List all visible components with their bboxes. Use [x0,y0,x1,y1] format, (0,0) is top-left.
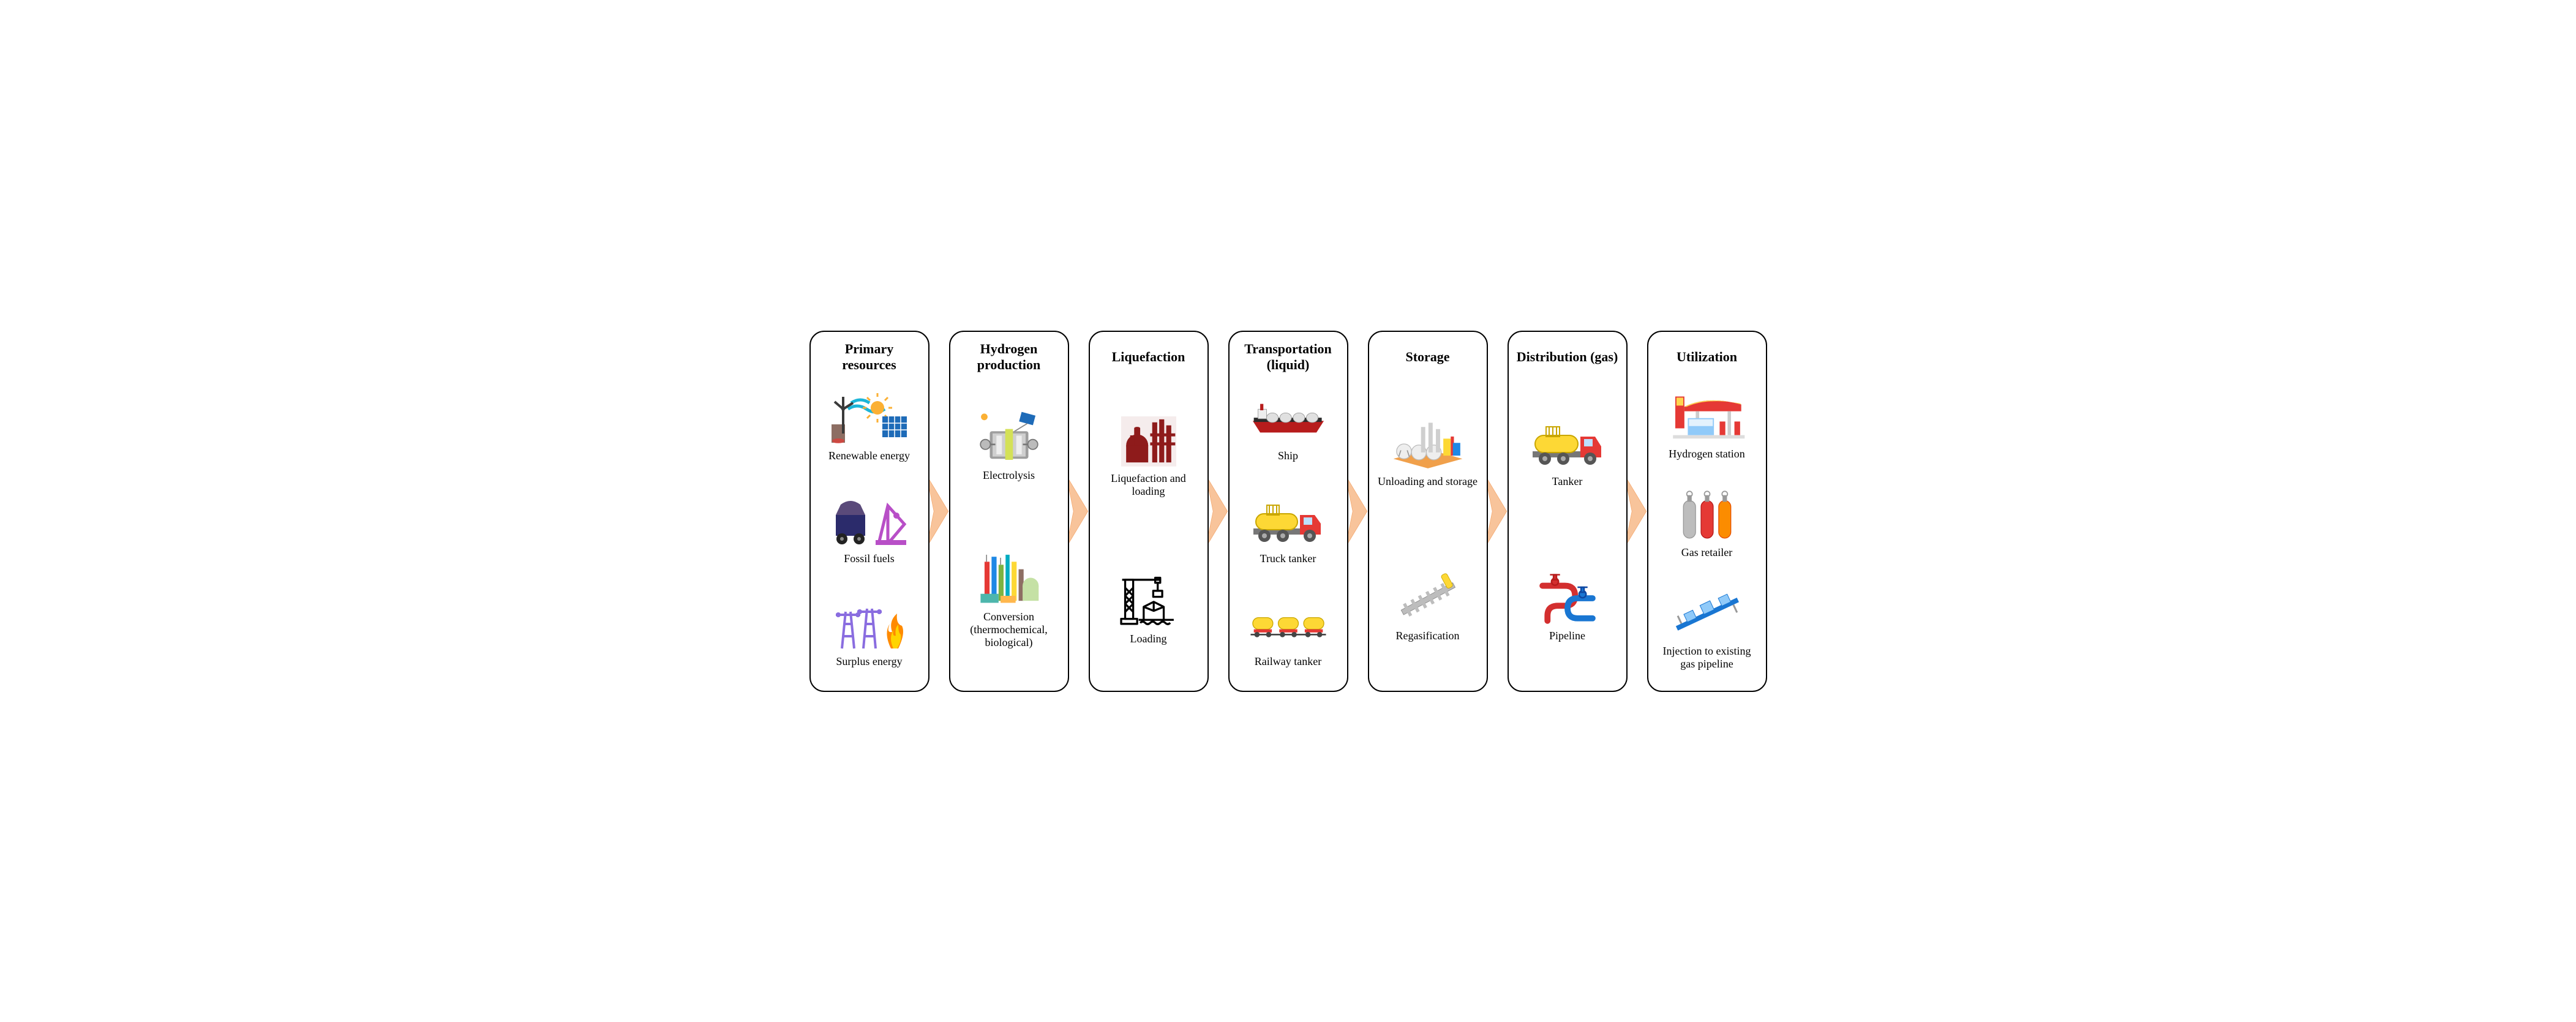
ship-icon [1249,391,1328,446]
item-regasification: Regasification [1388,571,1468,642]
stage-transportation: Transportation (liquid) Ship [1228,331,1348,692]
hydrogen-station-icon [1667,389,1747,444]
stage-primary-resources: Primary resources [809,331,929,692]
item-label: Hydrogen station [1669,448,1744,460]
item-label: Electrolysis [983,469,1035,482]
stage-distribution: Distribution (gas) [1508,331,1628,692]
storage-tanks-icon [1388,416,1468,472]
regasification-icon [1388,571,1468,626]
item-label: Pipeline [1549,629,1585,642]
railway-tanker-icon [1249,596,1328,652]
item-label: Conversion (thermochemical, biological) [956,611,1062,648]
gas-cylinders-icon [1667,487,1747,543]
item-tanker: Tanker [1528,416,1607,488]
conversion-plant-icon [969,552,1049,607]
item-railway-tanker: Railway tanker [1249,596,1328,668]
item-label: Truck tanker [1260,552,1316,565]
fossil-fuels-icon [830,494,909,549]
item-surplus-energy: Surplus energy [830,596,909,668]
crane-loading-icon [1109,574,1188,629]
item-label: Surplus energy [836,655,902,668]
tanker-truck-icon [1528,416,1607,472]
item-ship: Ship [1249,391,1328,462]
item-hydrogen-station: Hydrogen station [1667,389,1747,460]
flow-arrow-icon [1205,331,1232,692]
hydrogen-supply-chain-flow: Primary resources [809,331,1767,692]
stage-items: Liquefaction and loading [1096,380,1201,680]
stage-title: Utilization [1677,340,1737,374]
stage-title: Distribution (gas) [1517,340,1618,374]
stage-title: Primary resources [817,340,922,374]
flow-arrow-icon [1065,331,1092,692]
item-loading: Loading [1109,574,1188,645]
item-label: Fossil fuels [844,552,895,565]
item-label: Ship [1278,449,1298,462]
flow-arrow-icon [1624,331,1651,692]
item-pipeline: Pipeline [1528,571,1607,642]
item-label: Gas retailer [1681,546,1732,559]
stage-items: Hydrogen station [1654,380,1760,680]
stage-items: Electrolysis [956,380,1062,680]
stage-title: Liquefaction [1112,340,1185,374]
pipeline-icon [1528,571,1607,626]
stage-liquefaction: Liquefaction [1089,331,1209,692]
item-label: Unloading and storage [1378,475,1478,488]
item-label: Railway tanker [1255,655,1321,668]
stage-items: Ship [1236,380,1341,680]
stage-title: Transportation (liquid) [1236,340,1341,374]
item-renewable-energy: Renewable energy [828,391,910,462]
item-truck-tanker: Truck tanker [1249,494,1328,565]
item-unloading-storage: Unloading and storage [1378,416,1478,488]
stage-title: Hydrogen production [956,340,1062,374]
item-label: Loading [1130,633,1167,645]
stage-items: Tanker [1515,380,1620,680]
stage-utilization: Utilization [1647,331,1767,692]
stage-items: Unloading and storage [1375,380,1481,680]
flow-arrow-icon [926,331,953,692]
surplus-energy-icon [830,596,909,652]
renewable-energy-icon [830,391,909,446]
injection-pipeline-icon [1667,586,1747,641]
item-liquefaction-loading: Liquefaction and loading [1096,413,1201,497]
item-gas-retailer: Gas retailer [1667,487,1747,559]
item-conversion: Conversion (thermochemical, biological) [956,552,1062,648]
flow-arrow-icon [1345,331,1372,692]
item-fossil-fuels: Fossil fuels [830,494,909,565]
stage-storage: Storage [1368,331,1488,692]
item-electrolysis: Electrolysis [969,410,1049,482]
item-label: Regasification [1396,629,1460,642]
truck-tanker-icon [1249,494,1328,549]
stage-hydrogen-production: Hydrogen production [949,331,1069,692]
item-label: Renewable energy [828,449,910,462]
item-label: Injection to existing gas pipeline [1654,645,1760,670]
liquefaction-plant-icon [1109,413,1188,468]
flow-arrow-icon [1484,331,1511,692]
stage-items: Renewable energy [817,380,922,680]
item-label: Liquefaction and loading [1096,472,1201,497]
stage-title: Storage [1405,340,1449,374]
item-label: Tanker [1552,475,1583,488]
electrolysis-icon [969,410,1049,465]
item-injection-pipeline: Injection to existing gas pipeline [1654,586,1760,670]
